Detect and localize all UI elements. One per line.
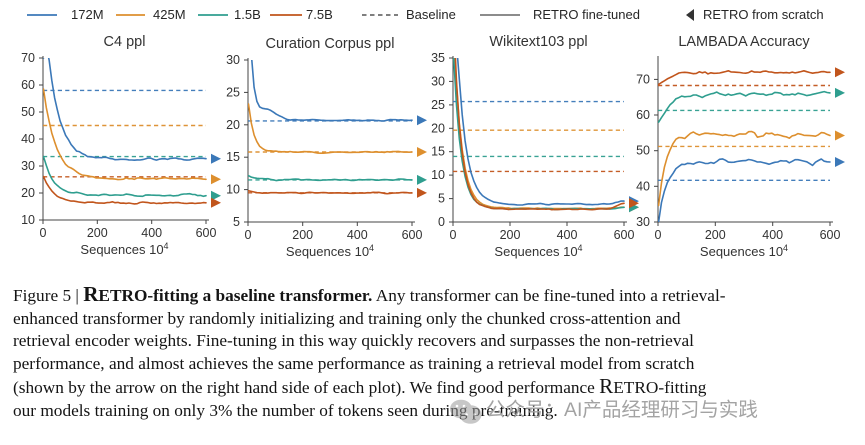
svg-text:400: 400: [141, 226, 162, 240]
svg-text:30: 30: [226, 53, 240, 67]
svg-text:0: 0: [450, 228, 457, 242]
svg-text:10: 10: [226, 183, 240, 197]
svg-text:400: 400: [347, 228, 368, 242]
svg-text:200: 200: [500, 228, 521, 242]
svg-text:25: 25: [431, 98, 445, 112]
svg-text:70: 70: [636, 72, 650, 86]
svg-text:35: 35: [431, 51, 445, 65]
svg-text:200: 200: [292, 228, 313, 242]
svg-text:30: 30: [21, 159, 35, 173]
svg-text:50: 50: [21, 105, 35, 119]
svg-text:5: 5: [233, 215, 240, 229]
svg-text:Sequences 104: Sequences 104: [494, 243, 582, 259]
svg-text:10: 10: [431, 168, 445, 182]
svg-text:Curation Corpus ppl: Curation Corpus ppl: [266, 36, 395, 52]
svg-text:40: 40: [636, 179, 650, 193]
svg-text:5: 5: [438, 192, 445, 206]
svg-text:Sequences 104: Sequences 104: [700, 243, 788, 259]
svg-text:30: 30: [431, 74, 445, 88]
svg-text:0: 0: [438, 215, 445, 229]
svg-text:0: 0: [655, 228, 662, 242]
svg-text:Sequences 104: Sequences 104: [286, 243, 374, 259]
svg-text:Sequences 104: Sequences 104: [80, 241, 168, 257]
svg-text:Wikitext103 ppl: Wikitext103 ppl: [489, 34, 587, 50]
svg-text:600: 600: [820, 228, 841, 242]
svg-text:200: 200: [87, 226, 108, 240]
svg-text:10: 10: [21, 213, 35, 227]
svg-text:30: 30: [636, 215, 650, 229]
svg-text:600: 600: [402, 228, 423, 242]
svg-text:200: 200: [705, 228, 726, 242]
svg-text:60: 60: [636, 108, 650, 122]
svg-text:25: 25: [226, 85, 240, 99]
svg-text:15: 15: [226, 150, 240, 164]
svg-text:40: 40: [21, 132, 35, 146]
svg-text:70: 70: [21, 51, 35, 65]
svg-text:600: 600: [614, 228, 635, 242]
svg-text:20: 20: [226, 118, 240, 132]
svg-text:20: 20: [21, 186, 35, 200]
svg-text:15: 15: [431, 145, 445, 159]
svg-text:50: 50: [636, 144, 650, 158]
svg-text:20: 20: [431, 121, 445, 135]
svg-text:C4 ppl: C4 ppl: [104, 34, 146, 50]
svg-text:60: 60: [21, 78, 35, 92]
svg-text:400: 400: [762, 228, 783, 242]
svg-text:400: 400: [557, 228, 578, 242]
svg-text:600: 600: [196, 226, 217, 240]
svg-text:0: 0: [40, 226, 47, 240]
svg-text:LAMBADA Accuracy: LAMBADA Accuracy: [678, 34, 810, 50]
svg-text:0: 0: [245, 228, 252, 242]
